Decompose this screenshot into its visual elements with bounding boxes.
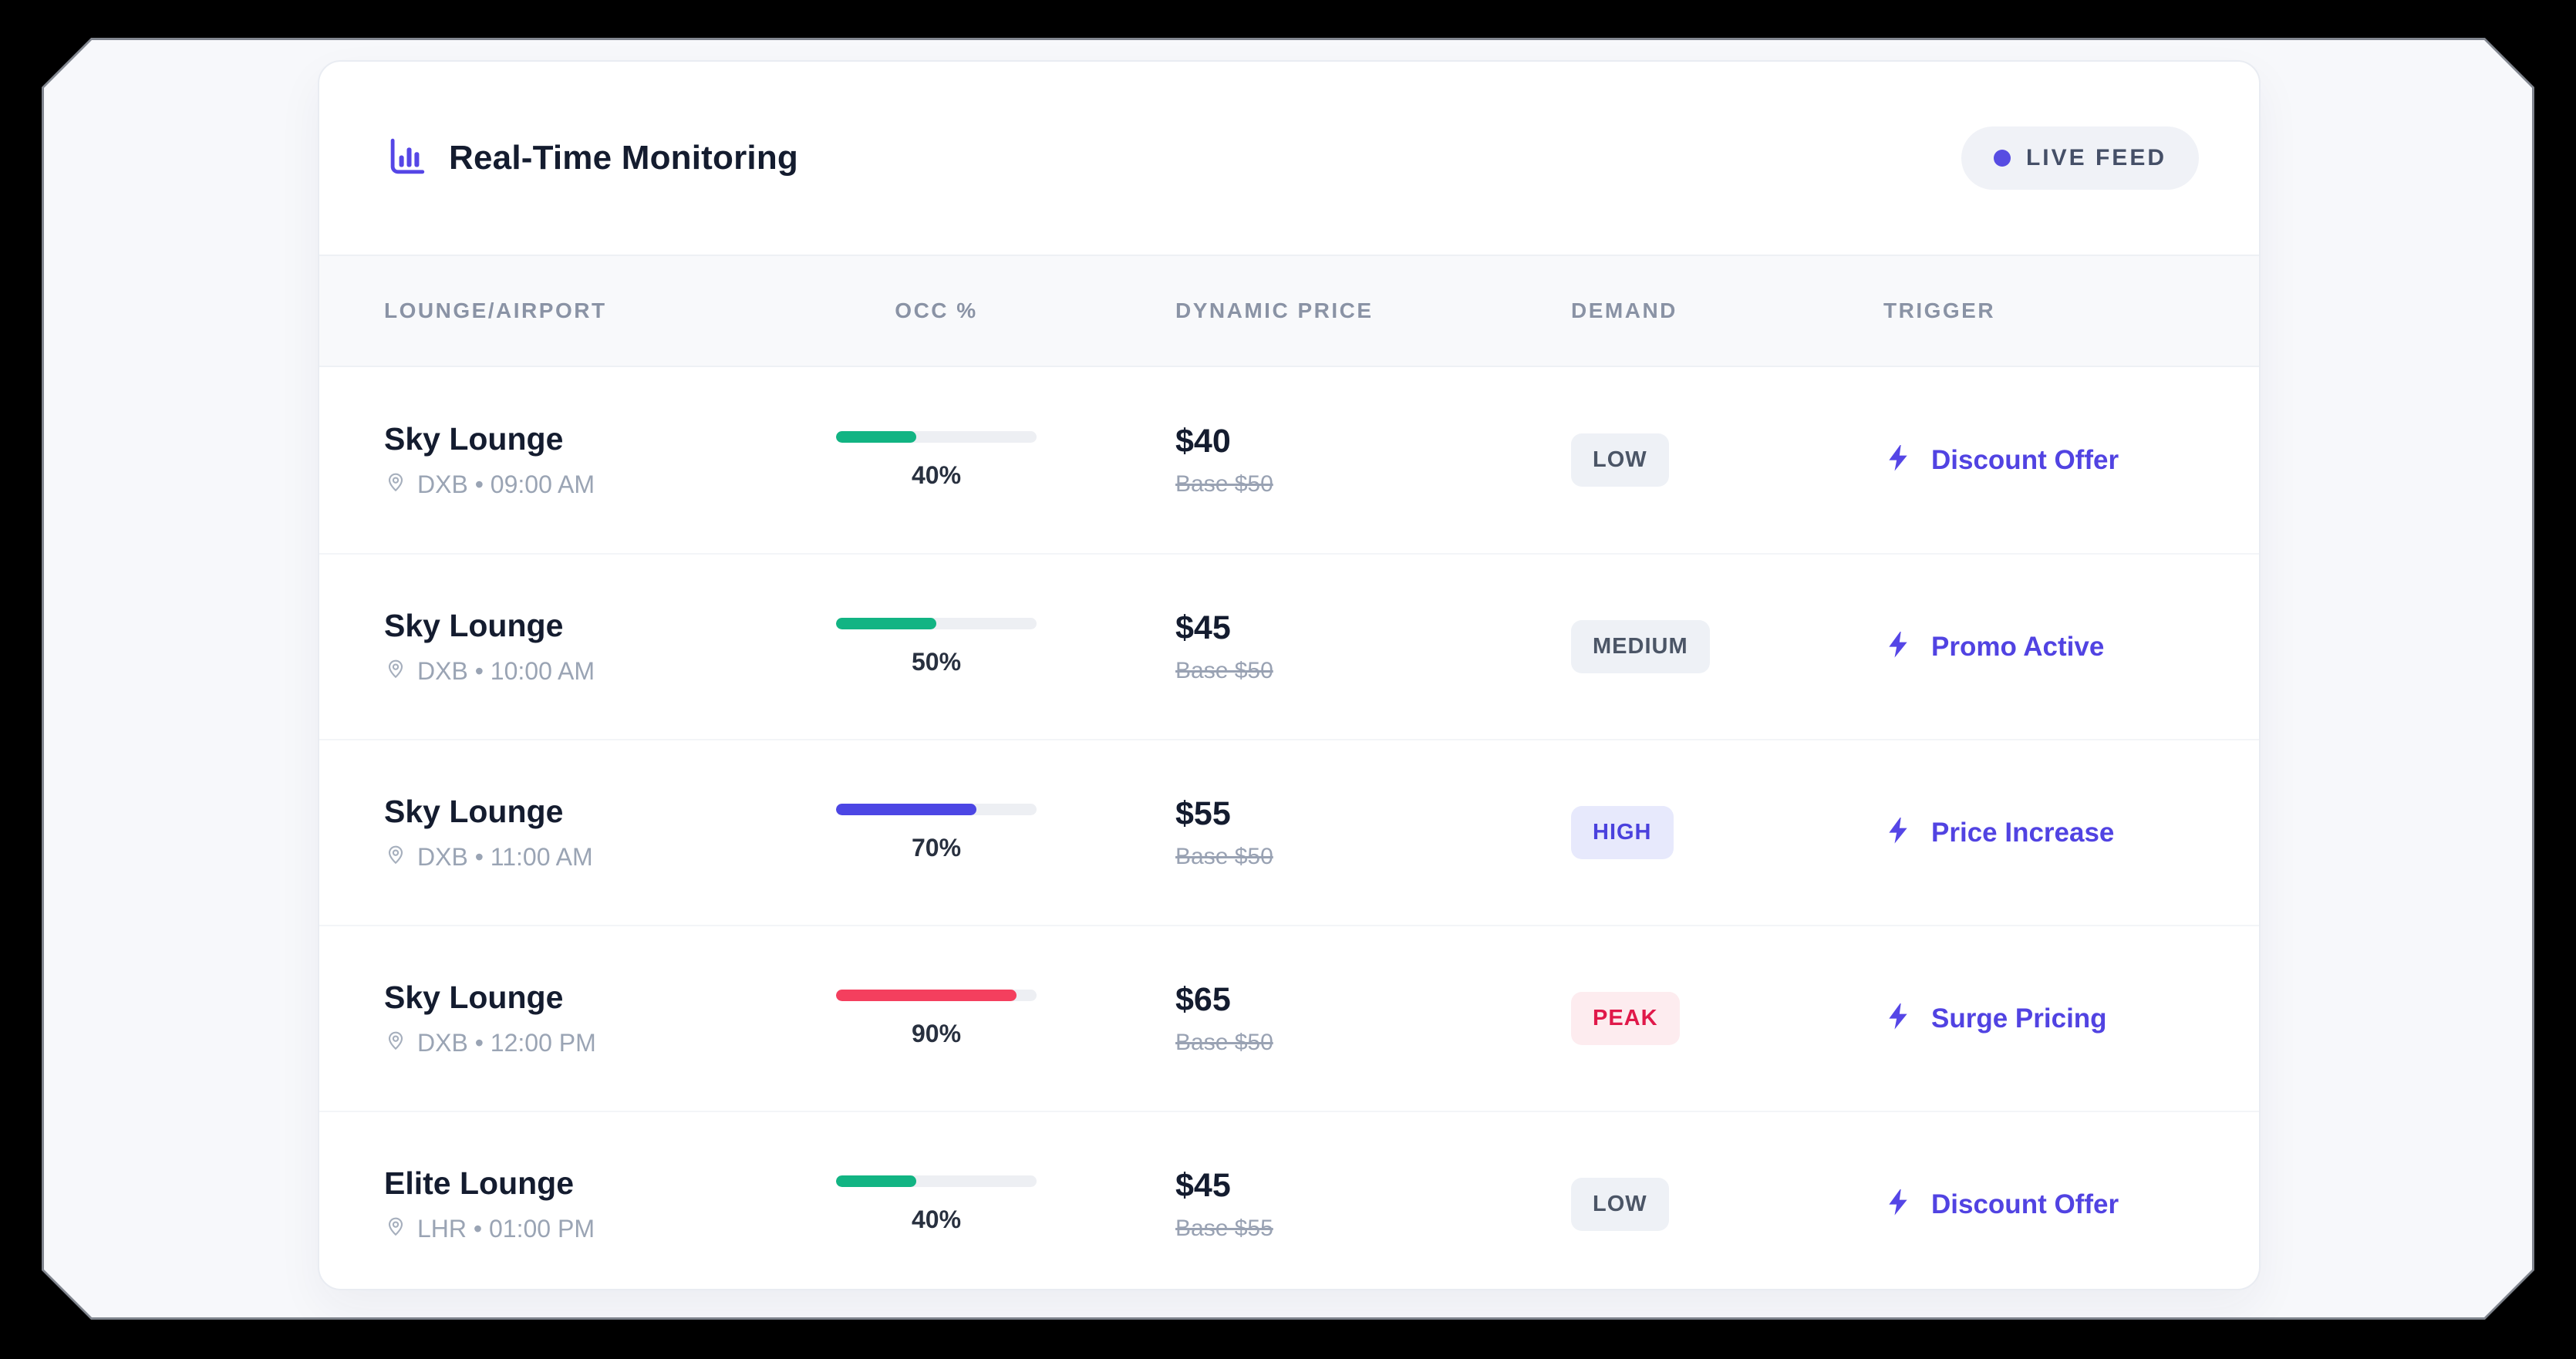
trigger-label[interactable]: Price Increase xyxy=(1931,817,2115,848)
occupancy-bar-fill xyxy=(836,989,1017,1001)
table-header-row: LOUNGE/AIRPORT OCC % DYNAMIC PRICE DEMAN… xyxy=(319,255,2259,367)
occupancy-bar-track xyxy=(836,989,1037,1001)
occupancy-cell: 50% xyxy=(836,617,1037,676)
occupancy-label: 40% xyxy=(911,460,962,489)
demand-badge: HIGH xyxy=(1571,806,1674,859)
price-cell: $55 Base $50 xyxy=(1175,795,1571,870)
lounge-name: Sky Lounge xyxy=(384,421,564,457)
map-pin-icon xyxy=(384,842,407,872)
demand-cell: LOW xyxy=(1571,433,1883,487)
trigger-label[interactable]: Discount Offer xyxy=(1931,1189,2119,1219)
map-pin-icon xyxy=(384,1214,407,1243)
demand-badge: PEAK xyxy=(1571,992,1680,1045)
lounge-location: LHR • 01:00 PM xyxy=(417,1214,595,1243)
occupancy-label: 70% xyxy=(911,833,962,862)
bolt-icon xyxy=(1883,443,1914,477)
dynamic-price: $40 xyxy=(1175,423,1231,460)
trigger-cell[interactable]: Price Increase xyxy=(1883,815,2199,850)
lounge-cell: Elite Lounge LHR • 01:00 PM xyxy=(384,1165,836,1243)
trigger-cell[interactable]: Discount Offer xyxy=(1883,1187,2199,1222)
demand-badge: LOW xyxy=(1571,433,1669,487)
lounge-name: Sky Lounge xyxy=(384,608,564,643)
lounge-cell: Sky Lounge DXB • 10:00 AM xyxy=(384,608,836,686)
lounge-cell: Sky Lounge DXB • 09:00 AM xyxy=(384,421,836,499)
price-cell: $65 Base $50 xyxy=(1175,981,1571,1056)
occupancy-cell: 90% xyxy=(836,989,1037,1048)
occupancy-cell: 70% xyxy=(836,803,1037,862)
dynamic-price: $55 xyxy=(1175,795,1231,832)
lounge-name: Elite Lounge xyxy=(384,1165,574,1201)
lounge-location: DXB • 09:00 AM xyxy=(417,470,595,498)
base-price: Base $50 xyxy=(1175,844,1273,869)
column-header-demand: DEMAND xyxy=(1571,298,1677,322)
live-feed-badge: LIVE FEED xyxy=(1961,126,2199,190)
occupancy-bar-track xyxy=(836,617,1037,629)
lounge-name: Sky Lounge xyxy=(384,794,564,829)
column-header-lounge: LOUNGE/AIRPORT xyxy=(384,298,607,322)
lounge-cell: Sky Lounge DXB • 12:00 PM xyxy=(384,980,836,1057)
lounge-location: DXB • 11:00 AM xyxy=(417,842,593,871)
base-price: Base $50 xyxy=(1175,658,1273,683)
column-header-price: DYNAMIC PRICE xyxy=(1175,298,1374,322)
occupancy-bar-fill xyxy=(836,430,916,443)
table-row: Sky Lounge DXB • 11:00 AM 70% $55 Base $… xyxy=(319,739,2259,925)
base-price: Base $50 xyxy=(1175,471,1273,497)
column-header-occupancy: OCC % xyxy=(895,298,978,322)
demand-cell: LOW xyxy=(1571,1178,1883,1231)
map-pin-icon xyxy=(384,470,407,499)
trigger-label[interactable]: Discount Offer xyxy=(1931,444,2119,475)
dynamic-price: $45 xyxy=(1175,609,1231,646)
table-row: Sky Lounge DXB • 09:00 AM 40% $40 Base $… xyxy=(319,367,2259,553)
occupancy-bar-fill xyxy=(836,617,936,629)
bolt-icon xyxy=(1883,1001,1914,1036)
demand-badge: MEDIUM xyxy=(1571,620,1710,673)
live-dot-icon xyxy=(1993,150,2011,167)
table-row: Elite Lounge LHR • 01:00 PM 40% $45 Base… xyxy=(319,1111,2259,1289)
live-feed-label: LIVE FEED xyxy=(2025,145,2166,170)
dynamic-price: $65 xyxy=(1175,981,1231,1018)
price-cell: $40 Base $50 xyxy=(1175,423,1571,497)
occupancy-label: 90% xyxy=(911,1019,962,1047)
title-wrap: Real-Time Monitoring xyxy=(384,134,798,183)
price-cell: $45 Base $55 xyxy=(1175,1167,1571,1242)
demand-cell: MEDIUM xyxy=(1571,620,1883,673)
bolt-icon xyxy=(1883,1187,1914,1222)
price-cell: $45 Base $50 xyxy=(1175,609,1571,684)
occupancy-label: 50% xyxy=(911,647,962,676)
demand-badge: LOW xyxy=(1571,1178,1669,1231)
demand-cell: HIGH xyxy=(1571,806,1883,859)
card-header: Real-Time Monitoring LIVE FEED xyxy=(319,62,2259,255)
occupancy-label: 40% xyxy=(911,1205,962,1233)
occupancy-bar-track xyxy=(836,430,1037,443)
map-pin-icon xyxy=(384,656,407,686)
lounge-location: DXB • 12:00 PM xyxy=(417,1028,596,1057)
occupancy-cell: 40% xyxy=(836,1175,1037,1234)
table-row: Sky Lounge DXB • 10:00 AM 50% $45 Base $… xyxy=(319,553,2259,739)
occupancy-bar-track xyxy=(836,1175,1037,1187)
trigger-cell[interactable]: Surge Pricing xyxy=(1883,1001,2199,1036)
column-header-trigger: TRIGGER xyxy=(1883,298,1996,322)
trigger-label[interactable]: Promo Active xyxy=(1931,631,2105,662)
table-row: Sky Lounge DXB • 12:00 PM 90% $65 Base $… xyxy=(319,925,2259,1111)
demand-cell: PEAK xyxy=(1571,992,1883,1045)
bolt-icon xyxy=(1883,815,1914,850)
monitoring-card: Real-Time Monitoring LIVE FEED LOUNGE/AI… xyxy=(318,60,2261,1290)
occupancy-bar-fill xyxy=(836,803,976,815)
base-price: Base $55 xyxy=(1175,1216,1273,1241)
lounge-name: Sky Lounge xyxy=(384,980,564,1015)
occupancy-cell: 40% xyxy=(836,430,1037,490)
bar-chart-icon xyxy=(384,134,429,183)
occupancy-bar-fill xyxy=(836,1175,916,1187)
trigger-label[interactable]: Surge Pricing xyxy=(1931,1003,2107,1034)
trigger-cell[interactable]: Promo Active xyxy=(1883,629,2199,664)
trigger-cell[interactable]: Discount Offer xyxy=(1883,443,2199,477)
lounge-location: DXB • 10:00 AM xyxy=(417,656,595,685)
occupancy-bar-track xyxy=(836,803,1037,815)
bolt-icon xyxy=(1883,629,1914,664)
base-price: Base $50 xyxy=(1175,1030,1273,1055)
dynamic-price: $45 xyxy=(1175,1167,1231,1204)
page-title: Real-Time Monitoring xyxy=(449,139,798,177)
lounge-cell: Sky Lounge DXB • 11:00 AM xyxy=(384,794,836,872)
map-pin-icon xyxy=(384,1028,407,1057)
